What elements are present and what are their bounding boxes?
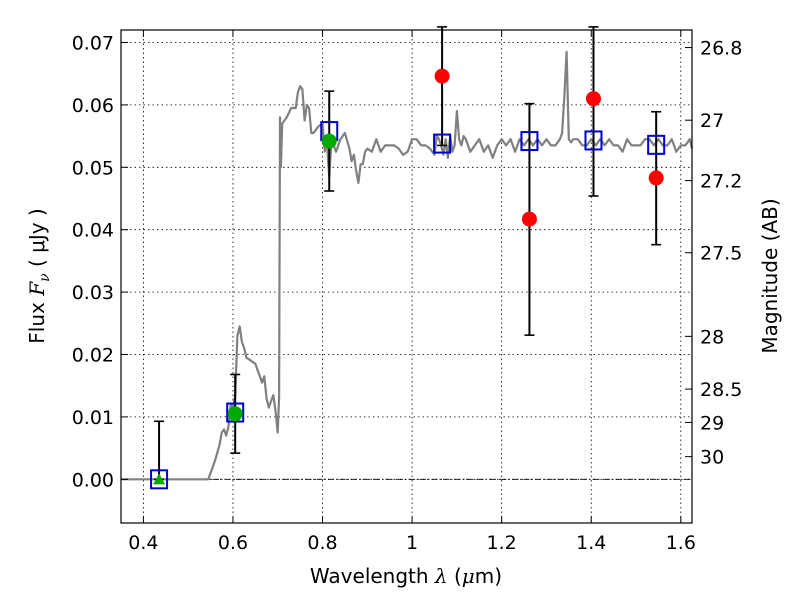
plot-area [120,26,694,524]
square-marker [433,133,452,154]
square-marker [520,131,539,152]
y-axis-label: Flux Fν ( μJy ) [25,208,53,343]
x-axis-label-unit-mu: μ [462,564,475,588]
y-axis-ticks: 0.00 0.01 0.02 0.03 0.04 0.05 0.06 0.07 [72,32,128,491]
x-tick-label: 0.4 [128,532,158,554]
right-tick-label: 27.2 [700,171,742,193]
marker-layer [150,68,666,490]
x-tick-label: 1.4 [576,532,606,554]
red-circle-marker [434,68,450,84]
square-marker [226,402,245,423]
right-tick-label: 27.5 [700,243,742,265]
x-axis-label-unit-open: ( [448,564,462,588]
green-circle-marker [321,133,337,149]
x-axis-label-unit-rest: m) [475,564,502,588]
y-tick-label: 0.03 [72,282,114,304]
green-circle-marker [227,406,243,422]
square-marker [584,130,603,151]
x-tick-label: 0.6 [218,532,248,554]
right-tick-label: 26.8 [700,38,742,60]
right-tick-label: 28.5 [700,379,742,401]
y-tick-label: 0.05 [72,157,114,179]
plot-background [121,30,692,523]
x-axis-ticks: 0.4 0.6 0.8 1 1.2 1.4 1.6 [128,30,696,554]
right-axis-label: Magnitude (AB) [758,198,782,353]
x-axis-label-prefix: Wavelength [310,564,435,588]
right-tick-label: 30 [700,447,724,469]
y-axis-label-unit: ( μJy ) [25,208,49,273]
red-circle-marker [521,211,537,227]
green-triangle-marker [153,473,166,485]
x-axis-label-symbol: λ [434,564,448,588]
square-marker [150,469,169,490]
right-tick-label: 29 [700,412,724,434]
plot-frame [120,29,693,524]
y-tick-label: 0.01 [72,407,114,429]
y-axis-label-prefix: Flux [25,296,49,344]
square-marker [647,134,666,155]
y-tick-label: 0.07 [72,32,114,54]
x-tick-label: 1.2 [487,532,517,554]
y-axis-label-symbol: F [25,281,49,297]
right-tick-label: 28 [700,326,724,348]
right-tick-label: 27 [700,110,724,132]
y-tick-label: 0.04 [72,220,114,242]
red-circle-marker [648,170,664,186]
y-axis-label-subscript: ν [37,273,53,282]
grid [121,30,692,523]
x-tick-label: 1.6 [666,532,696,554]
red-circle-marker [585,91,601,107]
x-tick-label: 1 [406,532,418,554]
x-tick-label: 0.8 [307,532,337,554]
x-axis-label: Wavelength λ (μm) [310,564,502,588]
y-tick-label: 0.06 [72,95,114,117]
right-axis-ticks: 26.8 27 27.2 27.5 28 28.5 29 30 [685,38,742,469]
y-tick-label: 0.00 [72,469,114,491]
y-tick-label: 0.02 [72,345,114,367]
